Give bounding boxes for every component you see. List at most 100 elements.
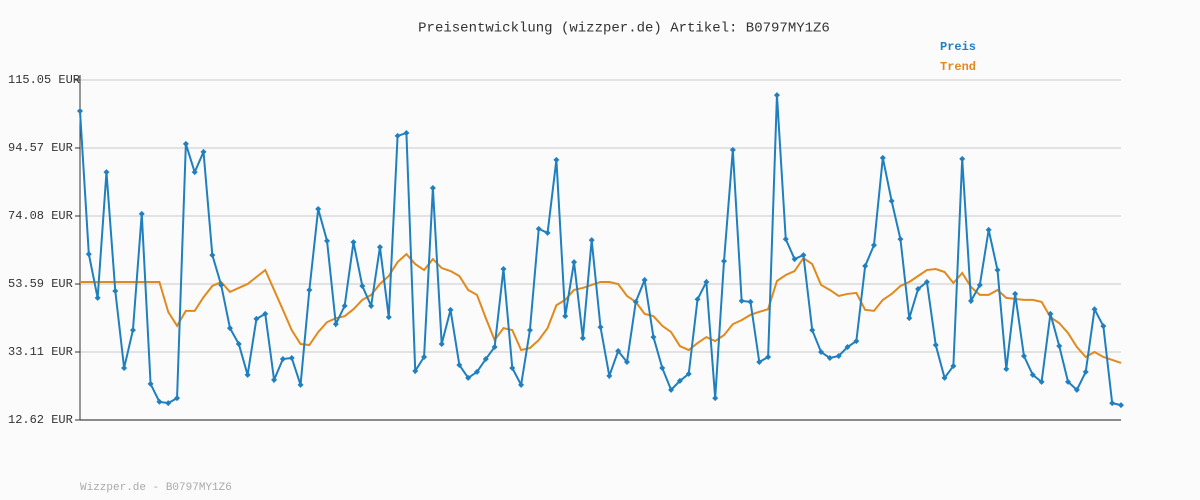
point [438, 341, 445, 348]
point [526, 327, 533, 334]
point [818, 349, 825, 356]
point [174, 395, 181, 402]
point [668, 386, 675, 393]
point [800, 252, 807, 259]
point [500, 266, 507, 273]
point [659, 364, 666, 371]
point [915, 285, 922, 292]
point [932, 342, 939, 349]
point [85, 251, 92, 258]
point [518, 381, 525, 388]
point [94, 294, 101, 301]
point [571, 259, 578, 266]
point [897, 236, 904, 243]
point [235, 341, 242, 348]
point [588, 237, 595, 244]
point [535, 225, 542, 232]
point [456, 361, 463, 368]
point [879, 154, 886, 161]
point [182, 140, 189, 147]
point [112, 287, 119, 294]
point [412, 367, 419, 374]
point [597, 324, 604, 331]
point [1100, 323, 1107, 330]
point [1020, 353, 1027, 360]
point [632, 298, 639, 305]
point [791, 256, 798, 263]
point [1047, 310, 1054, 317]
point [368, 302, 375, 309]
point [1118, 402, 1124, 409]
point [447, 306, 454, 313]
point [606, 372, 613, 379]
point [315, 205, 322, 212]
point [959, 155, 966, 162]
point [165, 400, 172, 407]
point [121, 364, 128, 371]
point [473, 368, 480, 375]
point [156, 398, 163, 405]
point [465, 374, 472, 381]
point [553, 156, 560, 163]
y-tick-label: 74.08 EUR [8, 209, 73, 223]
point [765, 353, 772, 360]
point [226, 325, 233, 332]
point [1091, 306, 1098, 313]
point [332, 321, 339, 328]
point [482, 355, 489, 362]
point [615, 348, 622, 355]
point [324, 237, 331, 244]
y-tick-label: 94.57 EUR [8, 141, 73, 155]
y-tick-label: 33.11 EUR [8, 345, 73, 359]
point [491, 344, 498, 351]
point [835, 353, 842, 360]
legend-label: Trend [940, 60, 976, 74]
point [976, 281, 983, 288]
chart-title: Preisentwicklung (wizzper.de) Artikel: B… [418, 21, 830, 37]
point [641, 276, 648, 283]
point [968, 297, 975, 304]
point [888, 197, 895, 204]
point [862, 263, 869, 270]
point [729, 146, 736, 153]
point [403, 129, 410, 136]
point [262, 310, 269, 317]
point [103, 169, 110, 176]
point [394, 132, 401, 139]
point [950, 362, 957, 369]
point [421, 353, 428, 360]
point [1109, 400, 1116, 407]
point [218, 281, 225, 288]
point [209, 252, 216, 259]
point [138, 210, 145, 217]
point [941, 374, 948, 381]
point [853, 338, 860, 345]
point [191, 169, 198, 176]
point [1012, 290, 1019, 297]
point [306, 286, 313, 293]
point [1073, 386, 1080, 393]
point [77, 108, 83, 115]
point [676, 377, 683, 384]
point [756, 358, 763, 365]
point [253, 315, 260, 322]
point [350, 239, 357, 246]
point [1029, 371, 1036, 378]
point [694, 296, 701, 303]
point [544, 229, 551, 236]
point [279, 355, 286, 362]
point [809, 327, 816, 334]
footer: Wizzper.de - B0797MY1Z6 [80, 482, 232, 494]
point [579, 335, 586, 342]
point [562, 313, 569, 320]
point [376, 244, 383, 251]
point [341, 302, 348, 309]
point [782, 236, 789, 243]
point [1065, 378, 1072, 385]
point [1056, 343, 1063, 350]
point [738, 297, 745, 304]
point [685, 370, 692, 377]
point [359, 282, 366, 289]
